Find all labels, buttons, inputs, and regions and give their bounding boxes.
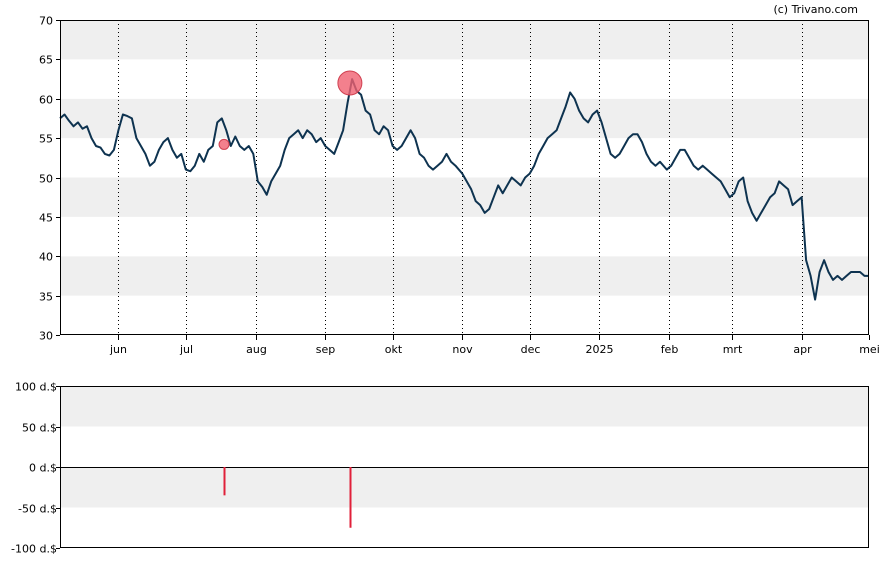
x-tick-label-8: feb (661, 343, 679, 356)
y-tick-label-8: 70 (39, 15, 53, 28)
y-tick-label-5: 55 (39, 133, 53, 146)
x-tick-label-1: jul (179, 343, 193, 356)
band-30-35 (60, 295, 869, 335)
main-plot-frame (60, 20, 869, 335)
x-tick-label-9: mrt (723, 343, 743, 356)
sub-y-tick-label-1: 50 d.$ (22, 422, 57, 435)
band-40-45 (60, 216, 869, 257)
band-45-50 (60, 177, 869, 217)
x-tick-label-11: mei (859, 343, 880, 356)
sub-plot-frame (60, 386, 869, 548)
y-tick-label-6: 60 (39, 94, 53, 107)
x-tick-label-10: apr (793, 343, 812, 356)
y-tick-label-3: 45 (39, 212, 53, 225)
band-50-55 (60, 138, 869, 178)
y-tick-label-1: 35 (39, 291, 53, 304)
x-tick-label-4: okt (385, 343, 403, 356)
trade-marker-0 (218, 138, 230, 150)
sub-band-3 (60, 507, 869, 548)
y-tick-label-7: 65 (39, 54, 53, 67)
x-tick-label-7: 2025 (586, 343, 614, 356)
y-tick-label-4: 50 (39, 173, 53, 186)
band-60-65 (60, 59, 869, 99)
band-55-60 (60, 98, 869, 139)
y-tick-label-0: 30 (39, 330, 53, 343)
sub-band-2 (60, 467, 869, 508)
x-tick-label-6: dec (521, 343, 541, 356)
band-65-70 (60, 20, 869, 60)
sub-band-1 (60, 426, 869, 467)
sub-y-tick-label-0: 100 d.$ (15, 381, 57, 394)
credit-label: (c) Trivano.com (773, 3, 858, 16)
sub-y-tick-label-4: -100 d.$ (11, 543, 57, 556)
trade-marker-1 (337, 70, 363, 96)
y-tick-label-2: 40 (39, 251, 53, 264)
x-tick-label-0: jun (109, 343, 127, 356)
sub-y-tick-label-2: 0 d.$ (29, 462, 57, 475)
price-line (59, 78, 869, 301)
sub-y-tick-label-3: -50 d.$ (18, 503, 57, 516)
x-tick-label-5: nov (452, 343, 473, 356)
sub-band-0 (60, 386, 869, 427)
band-35-40 (60, 256, 869, 296)
x-tick-label-3: sep (316, 343, 335, 356)
x-tick-label-2: aug (246, 343, 267, 356)
